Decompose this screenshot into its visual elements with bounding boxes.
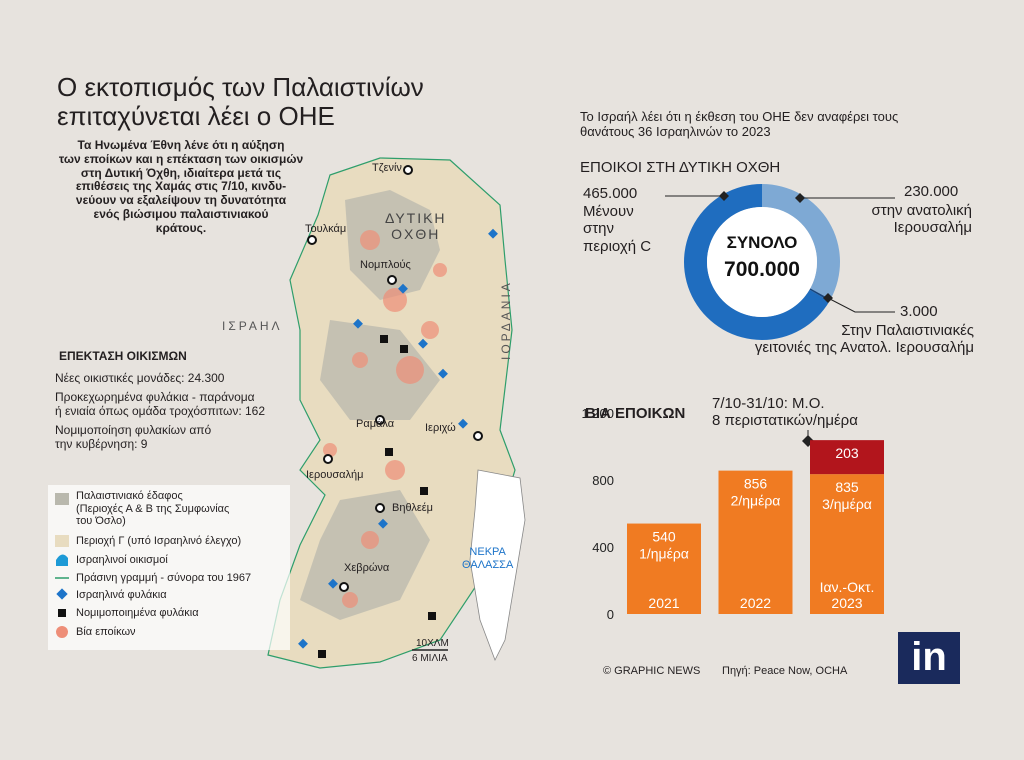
scale-label: 10ΧΛΜ <box>416 638 449 649</box>
expansion-item: Νομιμοποίηση φυλακίων από την κυβέρνηση:… <box>55 423 212 451</box>
legend-icons <box>55 493 69 638</box>
category-label: 2021 <box>648 594 680 611</box>
credit: © GRAPHIC NEWS <box>603 665 701 677</box>
city-label: Χεβρώνα <box>344 562 390 574</box>
rate-label: 3/ημέρα <box>822 496 872 512</box>
legend-entry: Πράσινη γραμμή - σύνορα του 1967 <box>76 572 252 584</box>
city-markers <box>307 165 483 592</box>
leader-dot <box>823 293 833 303</box>
city-label: Ιεριχώ <box>425 422 456 434</box>
leader-line <box>827 297 895 313</box>
city-label: Τζενίν <box>372 162 402 174</box>
legend-entry: Νομιμοποιημένα φυλάκια <box>76 607 199 619</box>
rate-label: 1/ημέρα <box>639 546 689 562</box>
map <box>267 157 526 669</box>
annotation: 7/10-31/10: Μ.Ο. 8 περιστατικών/ημέρα <box>712 395 858 430</box>
value-label: 465.000 <box>583 185 638 202</box>
region-label: ΔΥΤΙΚΗ ΟΧΘΗ <box>385 210 447 243</box>
legend-entry: Ισραηλινά φυλάκια <box>76 589 167 601</box>
category-label: Στην Παλαιστινιακές γειτονιές της Ανατολ… <box>754 322 974 357</box>
legend-entry: Περιοχή Γ (υπό Ισραηλινό έλεγχο) <box>76 535 242 547</box>
y-tick-label: 1.200 <box>581 406 614 421</box>
center-label: ΣΥΝΟΛΟ <box>727 233 798 252</box>
value-label: 835 <box>835 479 859 495</box>
city-label: Νομπλούς <box>360 259 411 271</box>
legend-box <box>48 485 290 650</box>
bar <box>718 470 793 614</box>
city-label: Ραμάλα <box>356 418 395 430</box>
leader-dot <box>795 193 805 203</box>
category-label: 2022 <box>739 594 772 611</box>
expansion-heading: ΕΠΕΚΤΑΣΗ ΟΙΚΙΣΜΩΝ <box>59 349 187 363</box>
leader-dot <box>719 191 729 201</box>
note: Το Ισραήλ λέει ότι η έκθεση του ΟΗΕ δεν … <box>580 109 899 139</box>
legend-entry: Παλαιστινιακό έδαφος (Περιοχές Α & Β της… <box>76 490 230 528</box>
y-tick-label: 400 <box>592 540 614 555</box>
center-value: 700.000 <box>724 258 800 281</box>
bar-title: ΒΙΑ ΕΠΟΙΚΩΝ <box>585 405 686 422</box>
title: επιταχύνεται λέει ο ΟΗΕ <box>57 101 335 131</box>
expansion-item: Νέες οικιστικές μονάδες: 24.300 <box>55 371 225 385</box>
country-label: ΙΣΡΑΗΛ <box>222 319 283 333</box>
palestinian-areas <box>300 190 440 620</box>
value-label: 230.000 <box>904 183 959 200</box>
value-label: 540 <box>652 529 676 545</box>
bar <box>810 440 884 475</box>
scale-label: 6 ΜΙΛΙΑ <box>412 653 448 664</box>
donut-center <box>707 207 817 317</box>
rate-label: 2/ημέρα <box>731 493 781 509</box>
expansion-item: Προκεχωρημένα φυλάκια - παράνομα ή ενιαί… <box>55 390 266 418</box>
city-label: Βηθλεέμ <box>392 502 434 514</box>
category-label: Ιαν.-Οκτ. 2023 <box>819 578 875 611</box>
dead-sea <box>469 469 526 661</box>
violence-dots <box>323 230 447 608</box>
category-label: στην ανατολική Ιερουσαλήμ <box>871 202 972 237</box>
country-label: ΙΟΡΔΑΝΙΑ <box>499 280 513 360</box>
source: Πηγή: Peace Now, OCHA <box>722 665 848 677</box>
city-label: Τουλκάμ <box>305 223 347 235</box>
legalized-outposts <box>318 335 436 658</box>
logo-box <box>898 632 960 684</box>
donut-title: ΕΠΟΙΚΟΙ ΣΤΗ ΔΥΤΙΚΗ ΟΧΘΗ <box>580 159 781 176</box>
category-label: Μένουν στην περιοχή C <box>583 203 652 255</box>
legend-entry: Ισραηλινοί οικισμοί <box>76 554 168 566</box>
bar <box>627 523 701 614</box>
bar <box>810 474 884 614</box>
intro: Τα Ηνωμένα Έθνη λένε ότι η αύξηση των επ… <box>58 138 304 235</box>
donut-segment <box>684 184 830 340</box>
city-label: Ιερουσαλήμ <box>306 469 364 481</box>
logo: in <box>911 635 947 679</box>
legend-entry: Βία εποίκων <box>76 626 136 638</box>
value-label: 856 <box>744 476 768 492</box>
outpost-markers <box>298 228 498 649</box>
y-tick-label: 800 <box>592 473 614 488</box>
value-label: 203 <box>835 445 859 461</box>
donut-segment <box>762 184 840 300</box>
value-label: 3.000 <box>900 303 938 320</box>
y-tick-label: 0 <box>607 607 614 622</box>
title: Ο εκτοπισμός των Παλαιστινίων <box>57 72 424 102</box>
sea-label: ΝΕΚΡΑ ΘΑΛΑΣΣΑ <box>462 546 514 571</box>
